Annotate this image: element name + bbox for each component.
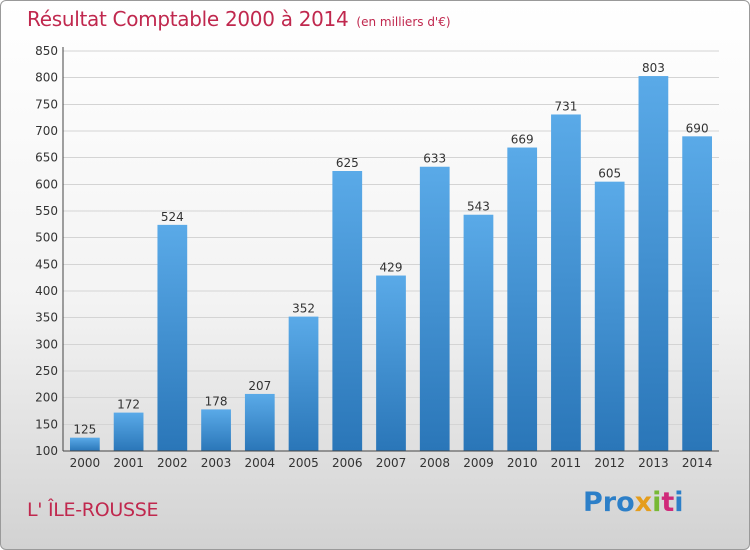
- x-tick-label: 2010: [507, 456, 538, 470]
- x-tick-labels: 2000 2001 2002 2003 2004 2005 2006 2007 2008 2009…: [70, 456, 713, 470]
- y-tick-label: 850: [35, 44, 58, 58]
- chart-title-text: Résultat Comptable 2000 à 2014: [27, 7, 349, 31]
- x-tick-label: 2000: [70, 456, 101, 470]
- bar: [332, 171, 363, 451]
- y-tick-label: 500: [35, 231, 58, 245]
- proxiti-logo: Proxiti: [583, 487, 684, 518]
- data-label: 178: [205, 394, 228, 408]
- x-tick-label: 2012: [594, 456, 625, 470]
- data-label: 207: [248, 379, 271, 393]
- bar: [288, 316, 319, 451]
- y-tick-label: 650: [35, 151, 58, 165]
- data-label: 543: [467, 200, 490, 214]
- logo-part: Pro: [583, 487, 635, 518]
- bar: [376, 275, 406, 451]
- y-tick-label: 800: [35, 71, 58, 85]
- y-tick-label: 750: [35, 97, 58, 111]
- y-tick-label: 100: [35, 444, 58, 458]
- y-tick-labels: 100 150 200 250 300 350 400 450 500 550 600 650 700 7…: [35, 44, 58, 458]
- y-tick-label: 300: [35, 337, 58, 351]
- data-label: 524: [161, 210, 184, 224]
- data-label: 731: [554, 99, 577, 113]
- y-tick-label: 600: [35, 177, 58, 191]
- y-tick-label: 400: [35, 284, 58, 298]
- commune-name: L' ÎLE-ROUSSE: [27, 499, 159, 521]
- x-tick-label: 2013: [638, 456, 669, 470]
- data-label: 605: [598, 167, 621, 181]
- y-tick-label: 700: [35, 124, 58, 138]
- bar: [244, 393, 275, 451]
- bar: [69, 437, 100, 451]
- data-label: 172: [117, 398, 140, 412]
- x-tick-label: 2002: [157, 456, 188, 470]
- logo-part: x: [634, 487, 653, 518]
- bar: [682, 136, 713, 452]
- data-label: 669: [511, 133, 534, 147]
- chart-subtitle: (en milliers d'€): [356, 15, 451, 29]
- x-tick-label: 2008: [419, 456, 450, 470]
- axes: [62, 47, 719, 452]
- bar: [157, 224, 188, 451]
- x-tick-label: 2011: [551, 456, 582, 470]
- bars: [69, 76, 713, 452]
- bar: [594, 181, 625, 451]
- logo-part: i: [652, 487, 662, 518]
- y-tick-label: 450: [35, 257, 58, 271]
- bar: [201, 409, 231, 451]
- bar: [507, 147, 538, 452]
- bar: [113, 412, 144, 451]
- y-tick-label: 200: [35, 391, 58, 405]
- bar: [638, 76, 669, 452]
- data-label: 352: [292, 302, 315, 316]
- chart-title: Résultat Comptable 2000 à 2014 (en millie…: [27, 7, 451, 31]
- logo-part: t: [661, 487, 675, 518]
- data-labels: 125 172 524 178 207 352 625 429 633 543 669 731 605 8…: [73, 61, 708, 437]
- bar: [551, 114, 581, 451]
- x-tick-label: 2003: [201, 456, 232, 470]
- x-tick-label: 2009: [463, 456, 494, 470]
- y-tick-label: 350: [35, 311, 58, 325]
- data-label: 625: [336, 156, 359, 170]
- y-tick-label: 250: [35, 364, 58, 378]
- data-label: 125: [73, 423, 96, 437]
- bar: [419, 166, 450, 451]
- x-tick-label: 2007: [376, 456, 407, 470]
- x-tick-label: 2006: [332, 456, 363, 470]
- data-label: 429: [380, 261, 403, 275]
- x-tick-label: 2001: [113, 456, 144, 470]
- data-label: 803: [642, 61, 665, 75]
- data-label: 690: [686, 121, 709, 135]
- x-tick-label: 2004: [245, 456, 276, 470]
- logo-part: i: [674, 487, 684, 518]
- y-tick-label: 550: [35, 204, 58, 218]
- bar: [463, 214, 494, 451]
- data-label: 633: [423, 152, 446, 166]
- x-tick-label: 2005: [288, 456, 319, 470]
- y-tick-label: 150: [35, 417, 58, 431]
- x-tick-label: 2014: [682, 456, 713, 470]
